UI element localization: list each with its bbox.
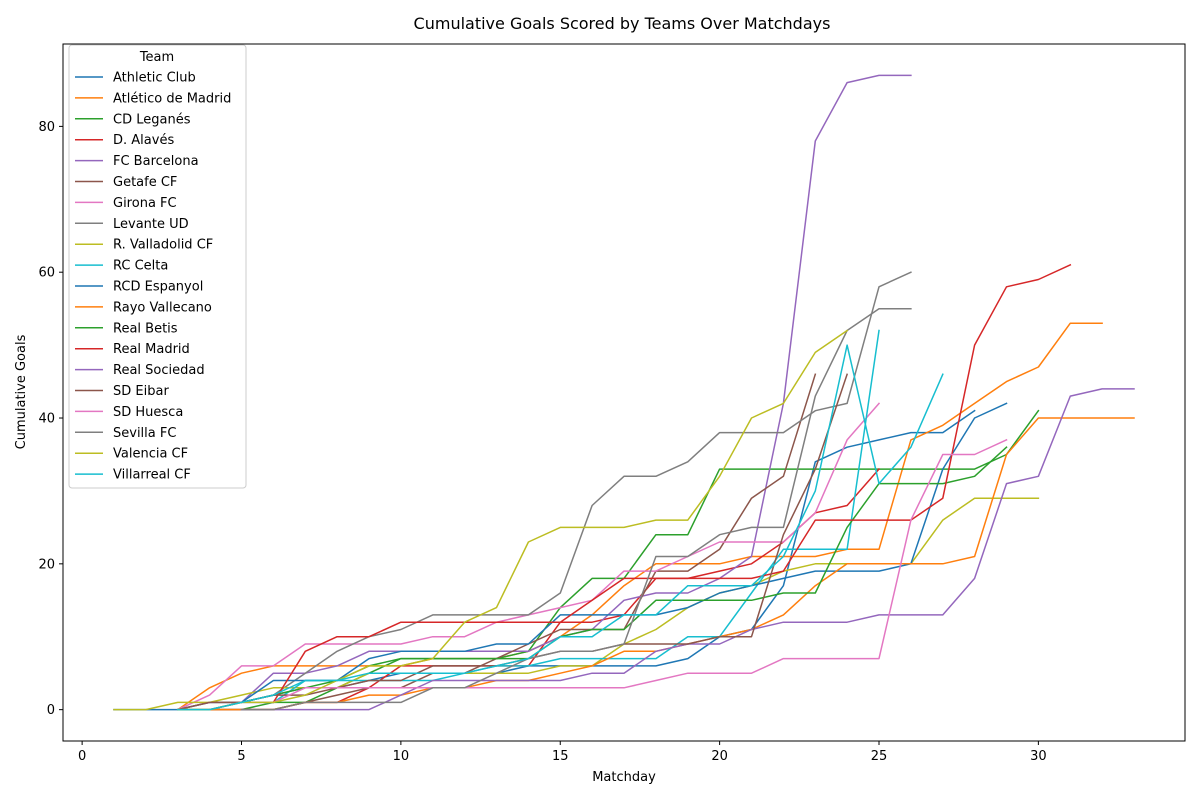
legend-label: Athletic Club bbox=[113, 71, 196, 86]
x-tick-label: 5 bbox=[237, 749, 245, 764]
legend-label: SD Huesca bbox=[113, 405, 183, 420]
legend-label: R. Valladolid CF bbox=[113, 238, 213, 253]
legend-label: RC Celta bbox=[113, 259, 168, 274]
x-axis-label: Matchday bbox=[592, 770, 656, 785]
x-tick-label: 20 bbox=[711, 749, 728, 764]
x-tick-label: 30 bbox=[1030, 749, 1047, 764]
legend-label: Real Betis bbox=[113, 321, 178, 336]
y-tick-label: 0 bbox=[47, 703, 55, 718]
series-line-atl-tico-de-madrid bbox=[176, 322, 1103, 711]
legend-label: Real Madrid bbox=[113, 342, 190, 357]
y-tick-label: 60 bbox=[38, 266, 55, 281]
legend-label: CD Leganés bbox=[113, 112, 191, 127]
series-line-fc-barcelona bbox=[176, 74, 912, 711]
y-axis-label: Cumulative Goals bbox=[14, 334, 29, 449]
legend-label: Valencia CF bbox=[113, 447, 188, 462]
legend-label: Rayo Vallecano bbox=[113, 300, 212, 315]
legend-label: RCD Espanyol bbox=[113, 280, 203, 295]
legend-label: Villarreal CF bbox=[113, 468, 191, 483]
series-line-sd-huesca bbox=[208, 438, 1008, 711]
series-line-rcd-espanyol bbox=[208, 402, 1008, 711]
series-line-levante-ud bbox=[176, 271, 912, 711]
x-tick-label: 10 bbox=[393, 749, 410, 764]
legend-label: Levante UD bbox=[113, 217, 189, 232]
y-tick-label: 80 bbox=[38, 120, 55, 135]
y-tick-label: 40 bbox=[38, 412, 55, 427]
legend-label: Atlético de Madrid bbox=[113, 91, 231, 106]
plot-frame bbox=[62, 43, 1186, 742]
x-tick-label: 15 bbox=[552, 749, 569, 764]
legend-label: Sevilla FC bbox=[113, 426, 176, 441]
series-layer bbox=[113, 74, 1135, 711]
series-line-real-betis bbox=[177, 446, 1008, 711]
series-line-rc-celta bbox=[240, 329, 880, 704]
x-tick-label: 25 bbox=[871, 749, 888, 764]
x-axis: 0 5 10 15 20 25 30 bbox=[78, 741, 1047, 764]
legend-label: Girona FC bbox=[113, 196, 177, 211]
series-line-real-madrid bbox=[272, 263, 1072, 704]
legend-label: D. Alavés bbox=[113, 133, 174, 148]
legend-label: SD Eibar bbox=[113, 384, 169, 399]
legend-label: FC Barcelona bbox=[113, 154, 199, 169]
series-line-sevilla-fc bbox=[240, 307, 912, 711]
x-tick-label: 0 bbox=[78, 749, 86, 764]
legend: Team Athletic Club Atlético de Madrid CD L… bbox=[68, 44, 247, 489]
y-tick-label: 20 bbox=[38, 557, 55, 572]
legend-label: Getafe CF bbox=[113, 175, 177, 190]
series-line-valencia-cf bbox=[177, 329, 849, 711]
legend-label: Real Sociedad bbox=[113, 363, 205, 378]
chart-title: Cumulative Goals Scored by Teams Over Ma… bbox=[414, 14, 831, 33]
y-axis: 0 20 40 60 80 bbox=[38, 120, 63, 718]
legend-frame bbox=[68, 44, 247, 489]
series-line-villarreal-cf bbox=[177, 344, 944, 711]
legend-title: Team bbox=[139, 50, 174, 65]
